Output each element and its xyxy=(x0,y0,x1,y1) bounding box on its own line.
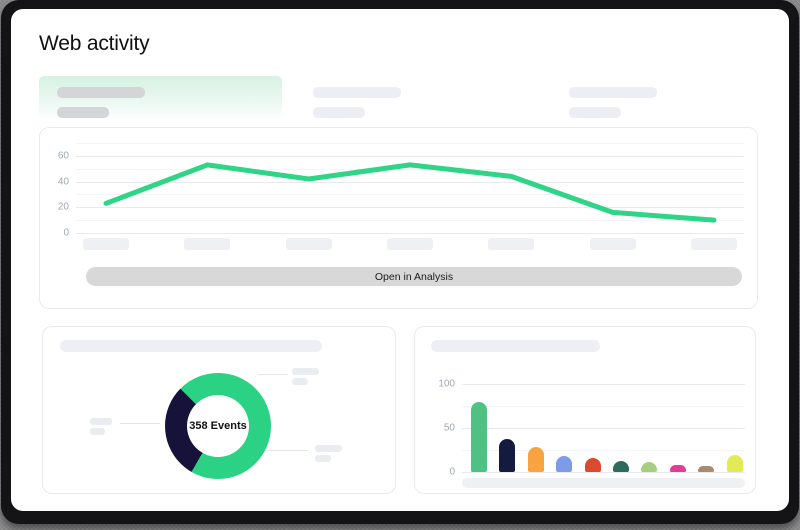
activity-trend-line xyxy=(103,162,717,223)
bar xyxy=(556,456,573,472)
bar xyxy=(726,455,743,472)
bar xyxy=(641,462,658,472)
tab-bar xyxy=(39,76,789,120)
tab-sublabel-skeleton xyxy=(313,107,365,118)
y-axis-tick: 60 xyxy=(57,150,69,162)
donut-center: 358 Events xyxy=(187,395,249,457)
x-axis-label-skeleton xyxy=(387,238,433,250)
tab-2[interactable] xyxy=(295,76,538,120)
callout-line xyxy=(268,450,308,451)
gridline xyxy=(76,207,744,209)
tab-label-skeleton xyxy=(313,87,401,98)
x-axis-label-skeleton xyxy=(285,238,332,250)
x-axis-label-skeleton xyxy=(184,238,231,250)
x-axis-label-skeleton xyxy=(691,238,737,250)
callout-label-skeleton xyxy=(90,418,112,425)
bar xyxy=(613,461,629,472)
x-axis-label-skeleton xyxy=(83,238,129,250)
gridline xyxy=(76,233,744,234)
events-donut-card: 358 Events xyxy=(42,326,396,494)
donut-center-label: 358 Events xyxy=(189,420,247,432)
gridline xyxy=(462,428,745,429)
open-in-analysis-button[interactable]: Open in Analysis xyxy=(86,267,742,286)
gridline xyxy=(462,384,745,385)
x-axis-label-skeleton xyxy=(488,238,535,250)
gridline xyxy=(76,181,744,183)
y-axis-tick: 40 xyxy=(57,176,69,188)
callout-label-skeleton xyxy=(292,368,319,375)
tab-sublabel-skeleton xyxy=(569,107,621,118)
gridline xyxy=(76,194,744,196)
callout-sublabel-skeleton xyxy=(315,455,331,462)
bar xyxy=(584,457,601,472)
y-axis-tick: 0 xyxy=(63,227,69,239)
bar xyxy=(669,464,686,472)
gridline xyxy=(76,168,744,170)
callout-line xyxy=(258,374,288,375)
categories-bar-chart-card: 0 50 100 xyxy=(414,326,756,494)
gridline xyxy=(462,406,745,407)
callout-sublabel-skeleton xyxy=(90,428,105,435)
card-title-skeleton xyxy=(431,340,600,352)
gridline xyxy=(76,220,744,222)
card-title-skeleton xyxy=(60,340,322,352)
y-axis-tick: 0 xyxy=(449,466,455,478)
callout-label-skeleton xyxy=(315,445,342,452)
bar xyxy=(471,401,487,472)
page-title: Web activity xyxy=(39,32,150,55)
gridline xyxy=(76,155,744,157)
tab-label-skeleton xyxy=(569,87,657,98)
gridline xyxy=(462,472,745,473)
y-axis-tick: 20 xyxy=(57,201,69,213)
x-axis-label-skeleton xyxy=(589,238,636,250)
callout-sublabel-skeleton xyxy=(292,378,308,385)
dashboard-panel: Web activity 0 20 40 60 Open in Analysis xyxy=(11,9,789,511)
gridline xyxy=(462,450,745,451)
line-plot: 0 20 40 60 xyxy=(58,143,744,239)
y-axis-tick: 100 xyxy=(438,378,455,390)
x-axis-label-skeletons xyxy=(76,238,744,250)
bar-x-axis-skeleton xyxy=(462,478,745,488)
gridline xyxy=(76,143,744,144)
tab-label-skeleton xyxy=(57,87,145,98)
bar xyxy=(527,447,544,472)
tab-3[interactable] xyxy=(551,76,789,120)
activity-line-chart-card: 0 20 40 60 Open in Analysis xyxy=(39,127,758,309)
bar-plot: 0 50 100 xyxy=(438,379,745,478)
tab-1-active[interactable] xyxy=(39,76,282,120)
tab-sublabel-skeleton xyxy=(57,107,109,118)
bar xyxy=(698,465,715,472)
bar xyxy=(499,439,516,472)
y-axis-tick: 50 xyxy=(443,422,455,434)
callout-line xyxy=(120,423,160,424)
